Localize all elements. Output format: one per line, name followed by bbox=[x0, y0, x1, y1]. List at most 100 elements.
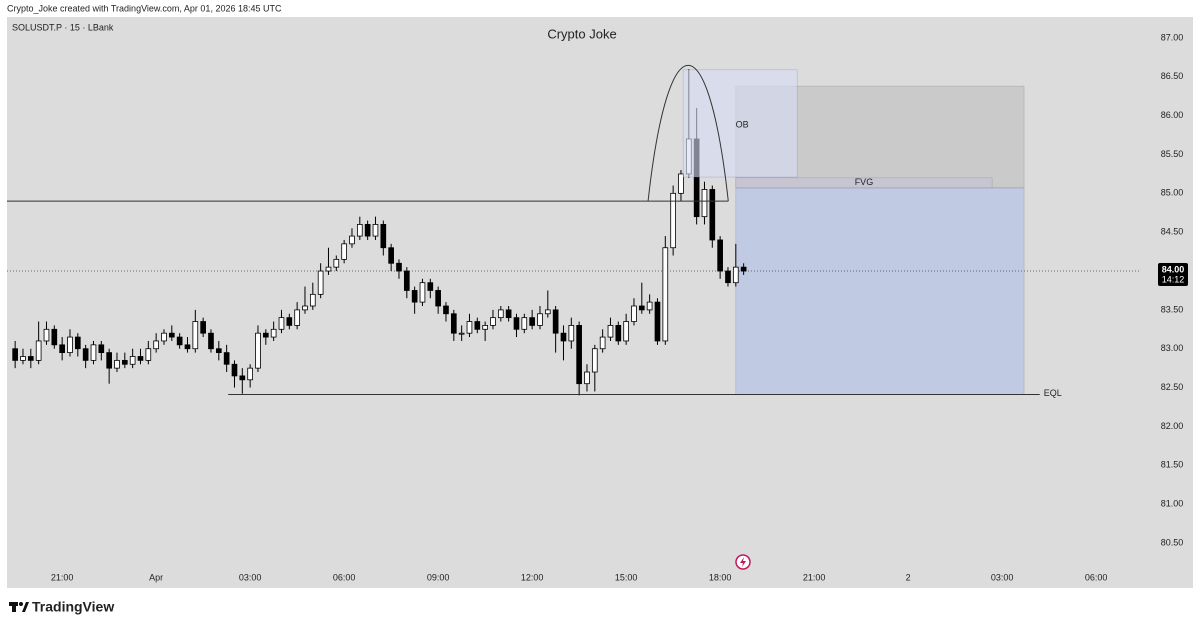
candle bbox=[255, 325, 261, 373]
x-tick-label: 03:00 bbox=[991, 572, 1014, 582]
candle-body bbox=[356, 224, 363, 237]
candle-body bbox=[278, 317, 285, 330]
y-tick-label: 87.00 bbox=[1161, 32, 1184, 42]
candle-body bbox=[607, 325, 614, 338]
candle bbox=[670, 185, 676, 256]
candle-body bbox=[341, 243, 347, 260]
candle bbox=[27, 348, 34, 369]
y-tick-label: 85.00 bbox=[1161, 188, 1184, 198]
candle-body bbox=[247, 367, 253, 381]
candle bbox=[333, 255, 340, 272]
candle-body bbox=[427, 282, 434, 291]
candle-body bbox=[482, 325, 488, 330]
price-tag bbox=[1158, 263, 1188, 287]
candle bbox=[662, 236, 669, 345]
candle bbox=[607, 317, 614, 341]
candle-body bbox=[740, 266, 747, 272]
candle bbox=[176, 333, 183, 349]
candle-body bbox=[74, 336, 81, 350]
candle bbox=[215, 340, 222, 361]
candle bbox=[513, 313, 520, 338]
countdown-label: 14:12 bbox=[1162, 274, 1185, 284]
x-tick-label: 06:00 bbox=[333, 572, 356, 582]
candle bbox=[262, 329, 269, 345]
candle-body bbox=[192, 321, 199, 350]
candle-body bbox=[662, 247, 669, 342]
candle bbox=[701, 181, 708, 225]
candle-body bbox=[223, 352, 230, 365]
candle-body bbox=[560, 332, 567, 342]
candle bbox=[90, 340, 97, 365]
candle bbox=[396, 259, 402, 279]
candle-body bbox=[513, 317, 520, 330]
candle bbox=[200, 317, 206, 338]
candle bbox=[623, 313, 629, 345]
candle bbox=[497, 305, 504, 322]
candle-body bbox=[90, 344, 97, 361]
level-label: EQL bbox=[1044, 388, 1062, 398]
x-tick-label: 06:00 bbox=[1085, 572, 1108, 582]
candle-body bbox=[106, 352, 112, 369]
candle bbox=[43, 321, 50, 345]
candle-body bbox=[709, 189, 716, 241]
candle bbox=[98, 340, 105, 361]
candle-body bbox=[215, 348, 222, 354]
candle bbox=[537, 305, 543, 330]
candle-body bbox=[27, 356, 34, 361]
zone-box bbox=[735, 187, 1025, 395]
candle bbox=[20, 348, 26, 365]
candle-body bbox=[701, 189, 708, 218]
candle bbox=[466, 313, 473, 338]
candle bbox=[239, 368, 246, 394]
candle-body bbox=[732, 266, 739, 284]
candle-body bbox=[325, 266, 332, 272]
candle-body bbox=[153, 340, 159, 350]
candle-body bbox=[654, 301, 661, 342]
candle bbox=[591, 344, 598, 392]
candle bbox=[638, 282, 645, 314]
x-tick-label: Apr bbox=[149, 572, 163, 582]
candle-body bbox=[599, 336, 606, 350]
footer-logo: TradingView bbox=[32, 599, 114, 615]
candle bbox=[631, 298, 637, 326]
candle bbox=[106, 348, 112, 384]
candle bbox=[192, 309, 199, 353]
candle-body bbox=[168, 332, 175, 338]
x-tick-label: 09:00 bbox=[427, 572, 450, 582]
y-tick-label: 86.00 bbox=[1161, 110, 1184, 120]
candle-body bbox=[82, 348, 89, 361]
candle bbox=[114, 352, 120, 373]
candle bbox=[450, 309, 457, 341]
candle-body bbox=[631, 305, 637, 322]
candle bbox=[161, 329, 167, 345]
y-tick-label: 82.00 bbox=[1161, 421, 1184, 431]
candle-body bbox=[20, 356, 26, 361]
candle-body bbox=[372, 224, 379, 237]
candle-body bbox=[129, 356, 136, 365]
candle bbox=[121, 352, 128, 369]
x-tick-label: 03:00 bbox=[239, 572, 262, 582]
candle bbox=[654, 298, 661, 345]
candle bbox=[349, 228, 355, 248]
candle bbox=[278, 309, 285, 334]
candle bbox=[411, 286, 418, 314]
candle bbox=[427, 278, 434, 299]
candle bbox=[560, 325, 567, 361]
candle-body bbox=[591, 348, 598, 373]
candle-body bbox=[568, 325, 575, 342]
candle bbox=[74, 333, 81, 357]
candle bbox=[129, 348, 136, 369]
candle-body bbox=[474, 321, 481, 330]
candle-body bbox=[67, 336, 73, 354]
candle-body bbox=[161, 332, 167, 342]
candle-body bbox=[521, 317, 528, 330]
y-tick-label: 81.00 bbox=[1161, 498, 1184, 508]
candle-body bbox=[12, 348, 18, 361]
candle bbox=[740, 263, 747, 275]
candle-body bbox=[145, 348, 152, 361]
candle-body bbox=[388, 247, 394, 264]
candle-body bbox=[638, 305, 645, 311]
x-tick-label: 21:00 bbox=[51, 572, 74, 582]
candle-body bbox=[497, 309, 504, 319]
